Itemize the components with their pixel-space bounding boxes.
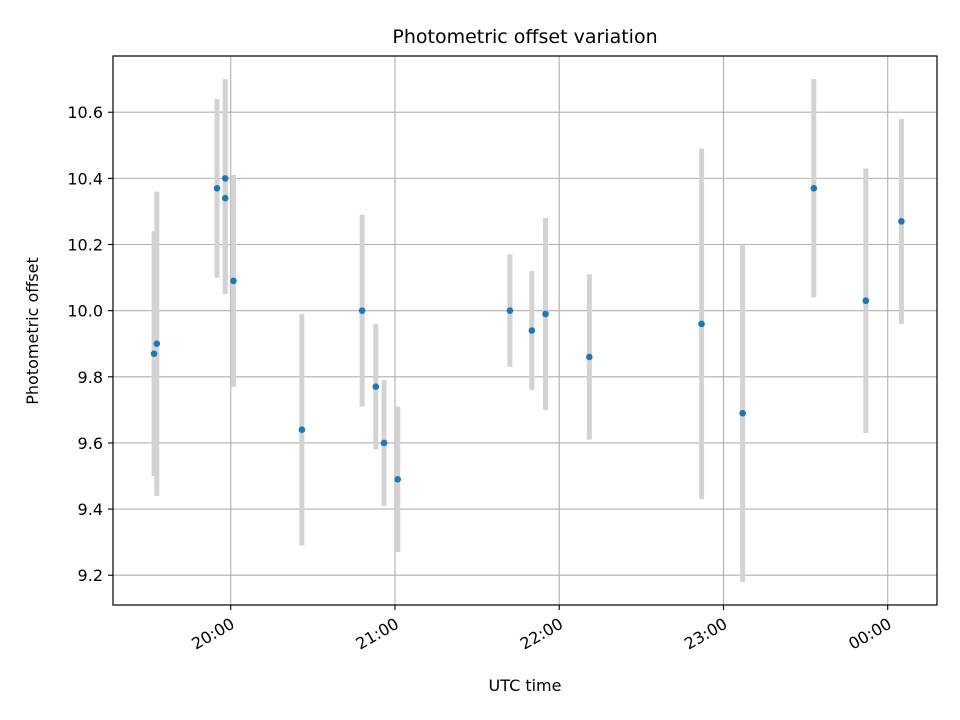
data-point — [153, 340, 161, 348]
data-point — [372, 383, 380, 391]
y-tick-label: 10.4 — [67, 169, 103, 188]
data-point — [394, 476, 402, 483]
y-axis-ticks: 9.2 9.4 9.6 9.8 10.0 10.2 10.4 10.6 — [67, 103, 113, 585]
data-points — [150, 175, 905, 483]
plot-frame — [112, 55, 938, 606]
plot-area-background — [113, 56, 937, 605]
data-point — [230, 277, 237, 285]
data-point — [898, 218, 905, 225]
data-point — [221, 175, 229, 182]
chart-title: Photometric offset variation — [392, 26, 657, 48]
data-point — [213, 184, 221, 192]
y-tick-label: 10.2 — [67, 236, 103, 255]
y-tick-label: 9.8 — [78, 368, 103, 387]
data-point — [586, 353, 593, 361]
y-tick-label: 9.4 — [78, 500, 103, 519]
x-axis-title: UTC time — [489, 676, 562, 695]
data-point — [739, 409, 746, 417]
data-point — [542, 310, 549, 318]
y-tick-label: 10.0 — [67, 302, 103, 321]
data-point — [810, 184, 818, 192]
data-point — [528, 327, 536, 334]
y-tick-label: 9.6 — [78, 434, 103, 453]
grid — [113, 56, 937, 605]
data-point — [358, 307, 366, 314]
data-point — [298, 426, 306, 434]
data-point — [221, 194, 229, 202]
data-point — [862, 297, 870, 305]
y-axis-title: Photometric offset — [23, 257, 42, 405]
data-point — [698, 320, 705, 328]
data-point — [380, 439, 388, 447]
data-point — [150, 350, 158, 357]
data-point — [506, 307, 514, 314]
y-tick-label: 9.2 — [78, 566, 103, 585]
y-tick-label: 10.6 — [67, 103, 103, 122]
